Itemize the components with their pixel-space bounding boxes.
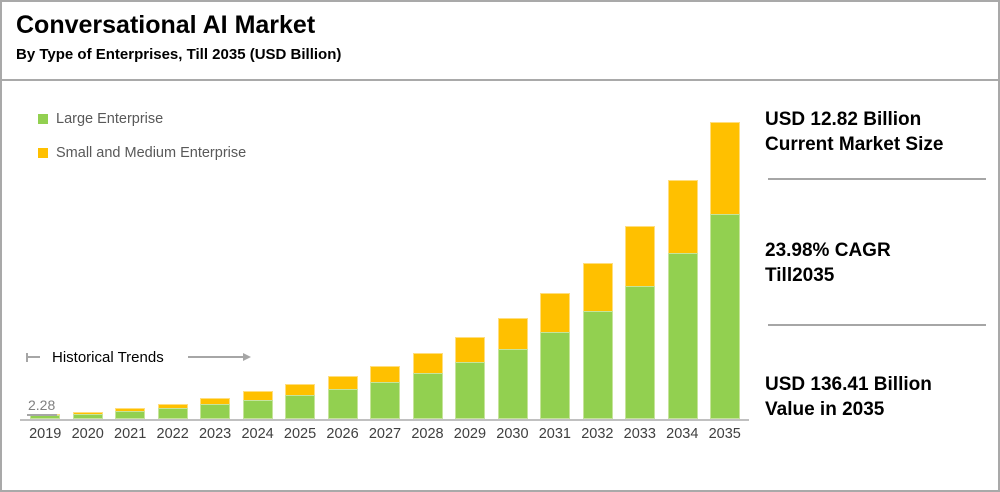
x-axis-label: 2024 [241,426,274,442]
chart-subtitle: By Type of Enterprises, Till 2035 (USD B… [16,46,342,63]
axis-start-tick-icon [26,352,41,362]
x-axis-label: 2029 [453,426,487,442]
bar-2020 [72,411,103,419]
x-axis-label: 2027 [368,426,402,442]
bar-segment-large-enterprise [540,332,570,419]
x-axis-label: 2028 [411,426,444,442]
bar-2026 [327,376,358,419]
stat-line: Till2035 [765,265,835,287]
bar-segment-large-enterprise [497,348,528,419]
bar-segment-sme [242,391,273,400]
bar-2028 [412,353,443,419]
stat-current-market-size: USD 12.82 Billion Current Market Size [765,107,993,157]
stat-cagr: 23.98% CAGR Till2035 [765,238,993,288]
legend-label: Small and Medium Enterprise [56,145,247,161]
bar-segment-large-enterprise [667,253,698,419]
x-axis-label: 2035 [708,426,741,442]
x-axis-label: 2026 [326,426,359,442]
bar-2029 [455,337,485,419]
bar-segment-large-enterprise [327,389,358,419]
stat-divider [768,324,986,326]
x-axis-label: 2034 [666,426,699,442]
x-axis-label: 2032 [581,426,614,442]
legend-item-sme: Small and Medium Enterprise [38,145,246,161]
bar-segment-large-enterprise [455,362,485,419]
bar-2023 [200,398,230,419]
stat-2035-value: USD 136.41 Billion Value in 2035 [765,372,993,422]
x-axis-label: 2031 [538,426,571,442]
data-label-2019: 2.28 [27,397,58,416]
stat-divider [768,178,986,180]
bar-segment-large-enterprise [710,213,740,419]
historical-trends-label: Historical Trends [52,348,164,366]
bar-segment-sme [285,384,315,396]
bar-2021 [115,408,145,419]
stat-line: USD 136.41 Billion [765,374,932,395]
right-arrow-icon [187,353,251,360]
stat-line: Current Market Size [765,134,944,156]
bar-segment-sme [497,317,528,349]
x-axis-label: 2022 [156,426,189,442]
legend-item-large-enterprise: Large Enterprise [38,111,246,127]
bar-segment-sme [540,293,570,333]
stat-line: USD 12.82 Billion [765,109,922,130]
bar-2024 [242,391,273,419]
x-axis-label: 2030 [496,426,529,442]
bar-2030 [497,317,528,419]
bar-segment-sme [115,408,145,412]
bar-segment-sme [412,353,443,374]
bar-segment-sme [710,122,740,214]
bar-2033 [625,225,655,419]
bar-segment-sme [327,376,358,390]
bar-chart [30,104,740,419]
legend-swatch-sme-icon [38,148,48,158]
x-axis-line [20,419,749,421]
bar-segment-sme [72,411,103,414]
historical-trends-annotation: Historical Trends [26,348,251,366]
bar-segment-large-enterprise [242,399,273,419]
bar-2031 [540,293,570,419]
bar-2035 [710,122,740,419]
legend: Large Enterprise Small and Medium Enterp… [38,111,246,179]
x-axis-label: 2019 [29,426,62,442]
bar-segment-sme [582,263,613,311]
bar-segment-large-enterprise [582,311,613,419]
bar-2034 [667,179,698,419]
bar-2027 [370,365,400,419]
bar-segment-large-enterprise [412,373,443,419]
bar-segment-large-enterprise [625,285,655,419]
x-axis-label: 2020 [71,426,104,442]
bar-segment-large-enterprise [370,382,400,419]
bar-segment-sme [200,398,230,405]
bar-segment-large-enterprise [115,411,145,419]
bar-segment-large-enterprise [157,408,188,419]
bar-segment-sme [370,365,400,382]
x-axis-label: 2025 [283,426,317,442]
bar-segment-large-enterprise [200,404,230,419]
stat-line: Value in 2035 [765,399,885,421]
x-axis-label: 2021 [114,426,147,442]
bar-segment-large-enterprise [72,413,103,419]
bar-segment-sme [157,403,188,409]
stat-line: 23.98% CAGR [765,240,891,261]
legend-label: Large Enterprise [56,111,164,127]
legend-swatch-large-enterprise-icon [38,114,48,124]
bar-segment-sme [667,179,698,254]
x-axis-label: 2033 [623,426,656,442]
bar-2025 [285,384,315,419]
bar-segment-large-enterprise [285,395,315,419]
x-axis-label: 2023 [198,426,232,442]
bar-2022 [157,403,188,419]
x-axis-labels: 2019 2020 2021 2022 2023 2024 2025 2026 2027 2028… [24,426,746,442]
bar-segment-sme [455,337,485,363]
chart-title: Conversational AI Market [16,11,316,39]
header-divider [2,79,998,81]
bar-segment-sme [625,225,655,286]
bar-2032 [582,263,613,419]
